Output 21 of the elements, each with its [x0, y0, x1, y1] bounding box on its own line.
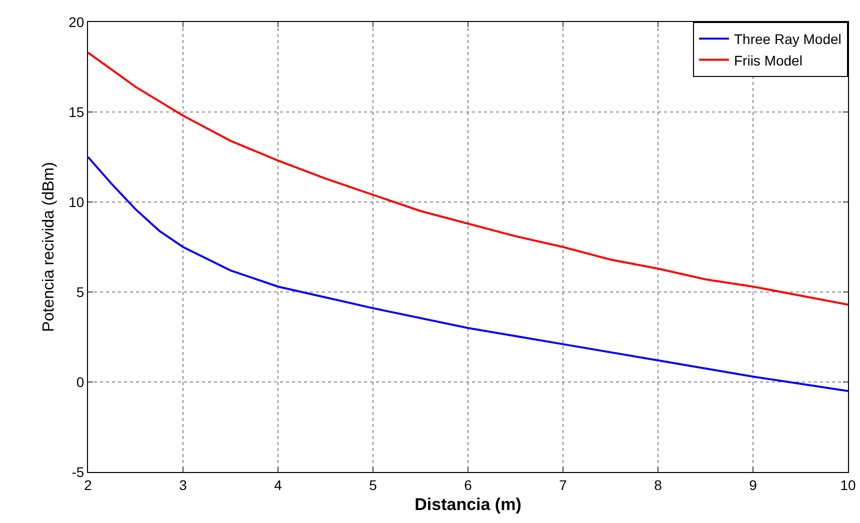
y-axis-title: Potencia recivida (dBm) [40, 162, 58, 332]
x-tick-label: 7 [559, 476, 568, 493]
line-series [88, 156, 848, 392]
x-tick-label: 4 [274, 476, 282, 493]
y-tick-label: 5 [76, 284, 84, 300]
x-tick-label: 2 [84, 476, 92, 493]
y-tick-label: 15 [68, 104, 84, 120]
y-tick-label: 0 [76, 374, 84, 390]
legend-label: Three Ray Model [734, 31, 842, 48]
x-tick-label: 9 [749, 476, 758, 493]
x-tick-label: 10 [840, 476, 856, 493]
y-tick-label: 10 [68, 194, 84, 210]
x-tick-label: 5 [369, 476, 378, 493]
x-tick-label: 3 [179, 476, 188, 493]
x-tick-label: 6 [464, 476, 472, 493]
x-tick-label: 8 [654, 476, 662, 493]
line-series [88, 52, 848, 306]
y-tick-label: -5 [72, 464, 84, 480]
legend-label: Friis Model [734, 52, 802, 68]
y-tick-label: 20 [68, 14, 84, 30]
x-axis-title: Distancia (m) [414, 495, 522, 514]
